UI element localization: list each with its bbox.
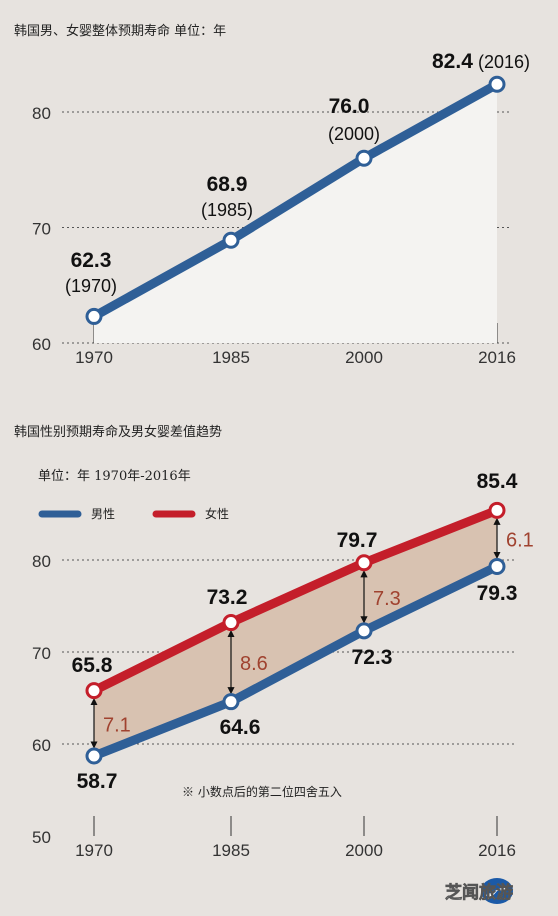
chart1-area xyxy=(94,84,497,343)
chart1-x-tick-labels: 1970 1985 2000 2016 xyxy=(75,348,516,367)
female-point-1985 xyxy=(222,614,240,632)
female-value-2000: 79.7 xyxy=(337,529,378,552)
diff-label-2016: 6.1 xyxy=(506,529,534,551)
x-tick-1970: 1970 xyxy=(75,348,113,367)
x-tick-1970: 1970 xyxy=(75,841,113,860)
female-point-2016 xyxy=(488,501,506,519)
point-2000 xyxy=(355,149,373,167)
female-value-1970: 65.8 xyxy=(72,654,113,677)
chart1-line xyxy=(91,80,500,321)
male-point-1970 xyxy=(85,747,103,765)
legend-female-label: 女性 xyxy=(205,506,229,521)
watermark-text: 芝闻旅游 xyxy=(445,882,513,903)
diff-label-1985: 8.6 xyxy=(240,653,268,675)
female-value-2016: 85.4 xyxy=(477,470,518,493)
chart1-title: 韩国男、女婴整体预期寿命 单位：年 xyxy=(14,23,226,39)
chart2-title: 韩国性别预期寿命及男女婴差值趋势 xyxy=(14,424,222,440)
male-line xyxy=(92,562,499,761)
chart2-x-tick-labels: 1970 1985 2000 2016 xyxy=(75,841,516,860)
chart2-difference-band xyxy=(94,510,497,756)
value-label-1970: 62.3 xyxy=(71,249,112,272)
value-label-1985: 68.9 xyxy=(207,173,248,196)
x-tick-2016: 2016 xyxy=(478,841,516,860)
difference-band xyxy=(94,510,497,756)
y-tick-60: 60 xyxy=(32,335,51,354)
male-value-2016: 79.3 xyxy=(477,582,518,605)
watermark: 芝闻旅游 xyxy=(445,878,513,904)
chart2-y-tick-labels: 50 60 70 80 xyxy=(32,552,51,847)
female-line xyxy=(91,506,499,695)
chart2-value-labels: 7.1 8.6 7.3 6.1 58.7 64.6 72.3 79.3 65.8 73.2 79.7… xyxy=(72,470,534,793)
x-tick-2016: 2016 xyxy=(478,348,516,367)
chart2-legend: 男性 女性 xyxy=(38,506,229,521)
diff-label-1970: 7.1 xyxy=(103,714,131,736)
x-tick-1985: 1985 xyxy=(212,841,250,860)
series-line xyxy=(91,80,500,321)
chart1-points xyxy=(85,75,506,325)
y-tick-80: 80 xyxy=(32,552,51,571)
airplane-shape xyxy=(486,885,508,899)
point-2016 xyxy=(488,75,506,93)
chart2-lines xyxy=(91,506,499,761)
year-label-2016: (2016) xyxy=(478,52,530,72)
male-point-2000 xyxy=(355,622,373,640)
chart1-value-labels: 62.3 (1970) 68.9 (1985) 76.0 (2000) 82.4 (2016) xyxy=(65,50,530,296)
chart2-subtitle: 单位：年 1970年-2016年 xyxy=(38,469,191,484)
chart2-vertical-ticks xyxy=(93,816,498,836)
x-tick-1985: 1985 xyxy=(212,348,250,367)
year-label-1985: (1985) xyxy=(201,200,253,220)
x-tick-2000: 2000 xyxy=(345,348,383,367)
legend-male-label: 男性 xyxy=(91,507,115,521)
y-tick-50: 50 xyxy=(32,828,51,847)
year-label-1970: (1970) xyxy=(65,276,117,296)
rounding-note: ※ 小数点后的第二位四舍五入 xyxy=(182,784,342,799)
female-point-2000 xyxy=(355,554,373,572)
chart2-points xyxy=(85,501,506,765)
male-value-1985: 64.6 xyxy=(220,716,261,739)
male-value-2000: 72.3 xyxy=(352,646,393,669)
x-tick-2000: 2000 xyxy=(345,841,383,860)
value-label-2000: 76.0 xyxy=(329,95,370,118)
male-point-2016 xyxy=(488,557,506,575)
female-point-1970 xyxy=(85,682,103,700)
y-tick-70: 70 xyxy=(32,220,51,239)
y-tick-70: 70 xyxy=(32,644,51,663)
area-fill xyxy=(94,84,497,343)
female-value-1985: 73.2 xyxy=(207,586,248,609)
y-tick-60: 60 xyxy=(32,736,51,755)
male-point-1985 xyxy=(222,693,240,711)
year-label-2000: (2000) xyxy=(328,124,380,144)
diff-label-2000: 7.3 xyxy=(373,588,401,610)
point-1970 xyxy=(85,307,103,325)
chart2-difference-arrows xyxy=(90,517,501,749)
point-1985 xyxy=(222,231,240,249)
chart1-y-tick-labels: 60 70 80 xyxy=(32,104,51,354)
value-label-2016: 82.4 xyxy=(432,50,473,73)
male-value-1970: 58.7 xyxy=(77,770,118,793)
y-tick-80: 80 xyxy=(32,104,51,123)
